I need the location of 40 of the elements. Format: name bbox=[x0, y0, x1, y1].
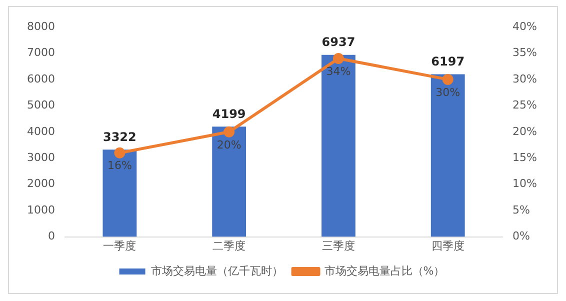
point bbox=[114, 147, 126, 158]
data-label: 34% bbox=[326, 64, 351, 78]
bar bbox=[322, 54, 356, 237]
bar bbox=[102, 150, 137, 237]
y-tick-label: 2000 bbox=[26, 177, 55, 190]
y2-tick-label: 15% bbox=[512, 150, 538, 164]
y2-tick-label: 35% bbox=[512, 46, 538, 60]
data-label: 4199 bbox=[212, 106, 246, 121]
y2-tick-label: 25% bbox=[512, 98, 538, 112]
x-tick-label: 二季度 bbox=[212, 239, 246, 252]
y2-tick-label: 5% bbox=[512, 203, 530, 216]
data-label: 3322 bbox=[102, 130, 136, 144]
data-label: 6937 bbox=[322, 35, 356, 49]
x-tick-label: 一季度 bbox=[103, 239, 136, 252]
y2-tick-label: 30% bbox=[512, 72, 538, 86]
data-label: 30% bbox=[436, 86, 460, 99]
x-tick-label: 四季度 bbox=[431, 239, 464, 252]
point bbox=[332, 52, 344, 64]
legend-label: 市场交易电量（亿千瓦时） bbox=[150, 264, 283, 278]
data-label: 20% bbox=[216, 138, 242, 152]
y2-tick-label: 20% bbox=[512, 124, 538, 138]
point bbox=[224, 126, 235, 138]
y-tick-label: 5000 bbox=[26, 98, 55, 112]
y-tick-label: 7000 bbox=[26, 46, 55, 60]
y-tick-label: 8000 bbox=[26, 20, 55, 33]
y2-tick-label: 0% bbox=[512, 230, 530, 243]
y-tick-label: 3000 bbox=[26, 150, 55, 164]
y2-tick-label: 40% bbox=[512, 20, 538, 33]
data-label: 16% bbox=[107, 159, 132, 172]
y-tick-label: 6000 bbox=[26, 72, 55, 86]
bar bbox=[212, 126, 246, 237]
data-label: 6197 bbox=[431, 54, 465, 68]
y-tick-label: 0 bbox=[48, 230, 55, 243]
y-tick-label: 1000 bbox=[26, 203, 55, 216]
legend-label: 市场交易电量占比（%） bbox=[324, 264, 445, 278]
y2-tick-label: 10% bbox=[512, 177, 538, 190]
x-tick-label: 三季度 bbox=[322, 239, 355, 252]
y-tick-label: 4000 bbox=[26, 124, 55, 138]
point bbox=[442, 74, 454, 85]
bar bbox=[430, 74, 465, 237]
